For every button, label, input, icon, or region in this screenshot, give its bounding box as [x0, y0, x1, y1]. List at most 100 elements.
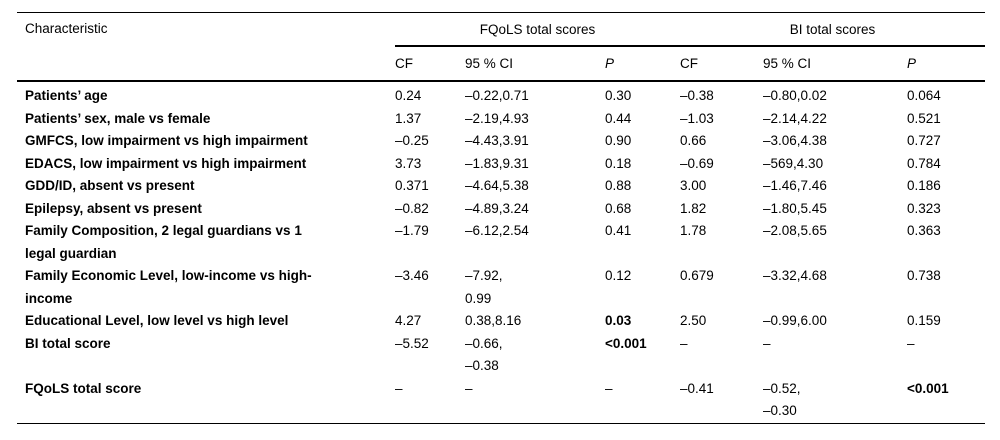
regression-results-table: Characteristic FQoLS total scores BI tot… — [17, 12, 986, 424]
value-cell: – — [907, 335, 915, 351]
value-cell: 1.82 — [680, 200, 707, 216]
value-cell: –1.79 — [395, 223, 429, 238]
value-cell: –5.52 — [395, 335, 429, 351]
value-cell: – — [680, 335, 688, 351]
value-cell: –2.19,4.93 — [465, 110, 529, 126]
value-cell: –3.06,4.38 — [763, 133, 827, 148]
row-label: GMFCS, low impairment vs high impairment — [25, 133, 308, 148]
value-cell: 0.30 — [605, 88, 632, 103]
table-row: Epilepsy, absent vs present –0.82 –4.89,3.… — [17, 198, 985, 221]
value-cell: 1.37 — [395, 110, 422, 126]
value-cell: 0.90 — [605, 133, 632, 148]
table-row: Patients’ age 0.24 –0.22,0.71 0.30 –0.38 –0.8… — [17, 81, 985, 108]
value-cell: 0.88 — [605, 178, 632, 193]
table-row: Family Composition, 2 legal guardians vs… — [17, 220, 985, 265]
value-cell: 2.50 — [680, 313, 707, 328]
value-cell: 1.78 — [680, 223, 707, 238]
row-label: GDD/ID, absent vs present — [25, 178, 195, 193]
value-cell: –1.83,9.31 — [465, 155, 529, 171]
value-cell: 0.679 — [680, 268, 714, 283]
table-header: Characteristic FQoLS total scores BI tot… — [17, 12, 986, 82]
table-row: FQoLS total score – – – –0.41 –0.52, –0.30 <0.… — [17, 378, 985, 424]
value-cell: –2.08,5.65 — [763, 223, 827, 238]
column-header-p-bi: P — [907, 46, 986, 82]
column-group-fqols-total-scores: FQoLS total scores — [395, 12, 681, 47]
table-row: GMFCS, low impairment vs high impairment… — [17, 130, 985, 153]
value-cell: –0.69 — [680, 155, 714, 171]
value-cell: –2.14,4.22 — [763, 110, 827, 126]
value-cell: 0.784 — [907, 155, 941, 171]
value-cell: 0.38,8.16 — [465, 313, 522, 328]
column-header-characteristic: Characteristic — [17, 12, 395, 82]
value-cell: 0.738 — [907, 268, 941, 283]
value-cell: <0.001 — [605, 335, 647, 351]
value-cell: 0.12 — [605, 268, 632, 283]
value-cell: 0.186 — [907, 178, 941, 193]
column-header-ci-fqols: 95 % CI — [465, 46, 605, 82]
value-cell: –0.99,6.00 — [763, 313, 827, 328]
value-cell: 0.03 — [605, 313, 632, 328]
row-label: FQoLS total score — [25, 380, 142, 396]
column-header-p-fqols: P — [605, 46, 681, 82]
group-header-row: Characteristic FQoLS total scores BI tot… — [17, 12, 986, 82]
value-cell: 0.521 — [907, 110, 941, 126]
value-cell: <0.001 — [907, 380, 949, 396]
table-row: Family Economic Level, low-income vs hig… — [17, 265, 985, 310]
value-cell: –1.03 — [680, 110, 714, 126]
value-cell: 0.68 — [605, 200, 632, 216]
row-label: Family Composition, 2 legal guardians vs… — [25, 223, 302, 261]
value-cell: 0.371 — [395, 178, 429, 193]
value-cell: 0.323 — [907, 200, 941, 216]
row-label: Patients’ sex, male vs female — [25, 110, 211, 126]
value-cell: – — [763, 335, 771, 351]
value-cell: 0.41 — [605, 223, 632, 238]
table-body: Patients’ age 0.24 –0.22,0.71 0.30 –0.38 –0.8… — [17, 81, 985, 423]
value-cell: –7.92, 0.99 — [465, 268, 503, 306]
value-cell: –0.82 — [395, 200, 429, 216]
value-cell: 3.00 — [680, 178, 707, 193]
value-cell: 4.27 — [395, 313, 422, 328]
table-row: EDACS, low impairment vs high impairment… — [17, 153, 985, 176]
table-row: BI total score –5.52 –0.66, –0.38 <0.001 – – – — [17, 333, 985, 378]
value-cell: 0.44 — [605, 110, 632, 126]
value-cell: –3.32,4.68 — [763, 268, 827, 283]
value-cell: –6.12,2.54 — [465, 223, 529, 238]
value-cell: 0.727 — [907, 133, 941, 148]
value-cell: – — [605, 380, 613, 396]
value-cell: –0.66, –0.38 — [465, 335, 503, 374]
column-group-bi-total-scores: BI total scores — [680, 12, 986, 47]
row-label: EDACS, low impairment vs high impairment — [25, 155, 307, 171]
value-cell: –4.89,3.24 — [465, 200, 529, 216]
value-cell: –1.80,5.45 — [763, 200, 827, 216]
column-header-cf-bi: CF — [680, 46, 764, 82]
value-cell: 0.064 — [907, 88, 941, 103]
value-cell: 0.159 — [907, 313, 941, 328]
value-cell: –4.64,5.38 — [465, 178, 529, 193]
value-cell: –569,4.30 — [763, 155, 824, 171]
value-cell: 0.66 — [680, 133, 707, 148]
value-cell: – — [465, 380, 473, 396]
value-cell: –0.25 — [395, 133, 429, 148]
value-cell: –3.46 — [395, 268, 429, 283]
row-label: Educational Level, low level vs high lev… — [25, 313, 289, 328]
value-cell: 3.73 — [395, 155, 422, 171]
value-cell: – — [395, 380, 403, 396]
column-header-cf-fqols: CF — [395, 46, 465, 82]
value-cell: –0.41 — [680, 380, 714, 396]
value-cell: 0.363 — [907, 223, 941, 238]
value-cell: –0.22,0.71 — [465, 88, 529, 103]
table-row: Educational Level, low level vs high lev… — [17, 310, 985, 333]
value-cell: –0.38 — [680, 88, 714, 103]
sub-header-row: CF 95 % CI P CF 95 % CI P — [17, 46, 986, 82]
value-cell: 0.18 — [605, 155, 632, 171]
value-cell: –1.46,7.46 — [763, 178, 827, 193]
row-label: Family Economic Level, low-income vs hig… — [25, 268, 312, 306]
row-label: BI total score — [25, 335, 111, 351]
value-cell: 0.24 — [395, 88, 422, 103]
row-label: Patients’ age — [25, 88, 108, 103]
column-header-ci-bi: 95 % CI — [763, 46, 908, 82]
value-cell: –0.80,0.02 — [763, 88, 827, 103]
table-row: GDD/ID, absent vs present 0.371 –4.64,5.38… — [17, 175, 985, 198]
value-cell: –0.52, –0.30 — [763, 380, 801, 419]
